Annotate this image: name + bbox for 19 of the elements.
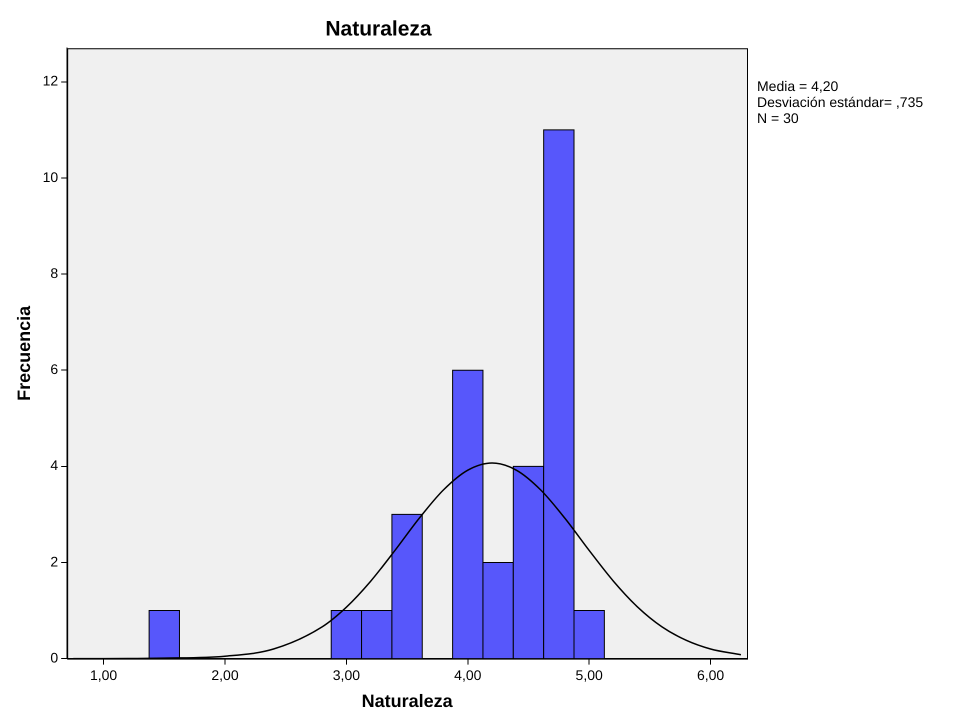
y-tick-label: 0 (50, 649, 58, 666)
y-tick-label: 6 (50, 361, 58, 378)
y-tick-label: 12 (42, 72, 58, 89)
x-tick-label: 1,00 (90, 666, 118, 683)
y-tick-label: 2 (50, 553, 58, 570)
text: Desviación estándar= ,735 (757, 94, 924, 110)
x-tick-label: 2,00 (211, 666, 239, 683)
y-tick-label: 8 (50, 264, 58, 281)
chart-title: Naturaleza (325, 17, 432, 40)
text: N = 30 (757, 110, 799, 126)
x-tick-label: 3,00 (332, 666, 360, 683)
text: Media = 4,20 (757, 78, 839, 94)
x-tick-label: 6,00 (696, 666, 724, 683)
x-tick-label: 5,00 (576, 666, 604, 683)
y-axis-title: Frecuencia (14, 304, 34, 401)
y-tick-label: 10 (42, 168, 58, 185)
x-tick-label: 4,00 (454, 666, 482, 683)
x-axis-title: Naturaleza (362, 691, 454, 712)
y-tick-label: 4 (50, 457, 58, 474)
